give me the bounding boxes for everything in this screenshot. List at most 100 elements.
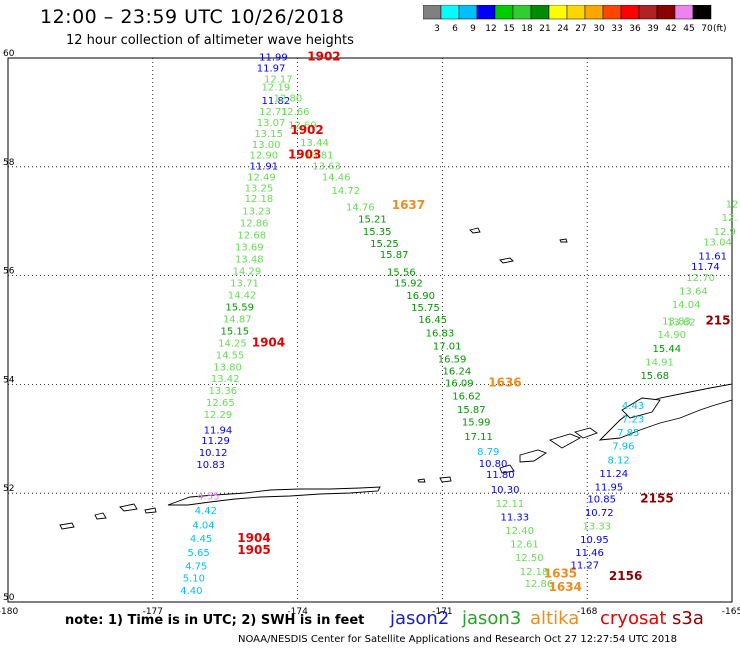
wave-height-label: 13.36 bbox=[208, 386, 237, 397]
wave-height-label: 13.04 bbox=[703, 238, 732, 249]
wave-height-label: 15.15 bbox=[221, 326, 250, 337]
wave-height-label: 12.61 bbox=[510, 540, 539, 551]
wave-height-label: 14.76 bbox=[346, 202, 375, 213]
colorbar-tick-label: 70 bbox=[701, 24, 713, 34]
wave-height-label: 4.04 bbox=[192, 521, 214, 532]
colorbar-tick-label: 36 bbox=[629, 24, 641, 34]
wave-height-label: 12.86 bbox=[240, 219, 269, 230]
wave-height-label: 13.62 bbox=[667, 318, 696, 329]
wave-height-label: 12.80 bbox=[274, 94, 303, 105]
wave-height-label: 12.86 bbox=[525, 579, 554, 590]
wave-height-label: 14.42 bbox=[228, 290, 257, 301]
pass-time-label: 2155 bbox=[640, 491, 673, 505]
wave-height-label: 13.33 bbox=[583, 522, 612, 533]
wave-height-label: 12.17 bbox=[264, 74, 293, 85]
wave-height-label: 8.12 bbox=[607, 455, 629, 466]
wave-height-label: 16.09 bbox=[445, 379, 474, 390]
wave-height-label: 11.29 bbox=[201, 436, 230, 447]
pass-time-label: 1905 bbox=[237, 543, 270, 557]
wave-height-label: 12.11 bbox=[496, 499, 525, 510]
map-title: 12:00 – 23:59 UTC 10/26/2018 bbox=[40, 6, 345, 28]
wave-height-label: 4.45 bbox=[190, 534, 212, 545]
wave-height-label: 10.80 bbox=[479, 459, 508, 470]
units-note: note: 1) Time is in UTC; 2) SWH is in fe… bbox=[65, 613, 365, 628]
wave-height-label: 14.46 bbox=[322, 172, 351, 183]
wave-height-label: 4.43 bbox=[622, 401, 644, 412]
wave-height-label: 13.83 bbox=[662, 317, 691, 328]
wave-height-label: 15.44 bbox=[653, 344, 682, 355]
colorbar-tick-label: 27 bbox=[575, 24, 586, 34]
wave-height-label: 15.56 bbox=[387, 268, 416, 279]
wave-height-label: 15.35 bbox=[363, 227, 392, 238]
wave-height-label: 13.42 bbox=[211, 374, 240, 385]
axis-tick-labels: -180 -177 -174 -171 -168 -165 60 58 56 54 52 50 bbox=[0, 49, 740, 617]
wave-height-label: 12 bbox=[726, 200, 739, 211]
wave-height-label: 11.97 bbox=[257, 64, 286, 75]
wave-height-label: 14.29 bbox=[233, 267, 262, 278]
wave-height-label: 11.24 bbox=[599, 469, 628, 480]
wave-height-label: 7.85 bbox=[617, 428, 639, 439]
colorbar-tick-label: 9 bbox=[470, 24, 476, 34]
wave-height-label: 14.55 bbox=[216, 350, 245, 361]
wave-height-label: 12.71 bbox=[259, 107, 288, 118]
wave-height-label: 13.07 bbox=[257, 118, 286, 129]
wave-height-label: 4.42 bbox=[195, 506, 217, 517]
wave-height-label: 17.11 bbox=[464, 432, 493, 443]
wave-height-label: 13.64 bbox=[679, 287, 708, 298]
wave-height-label: 15.92 bbox=[394, 278, 423, 289]
wave-height-label: 14.90 bbox=[657, 330, 686, 341]
lon-tick-label: -177 bbox=[143, 607, 163, 617]
pass-time-label: 1903 bbox=[288, 148, 321, 162]
wave-height-label: 12.9 bbox=[714, 227, 736, 238]
wave-height-label: 13.81 bbox=[305, 151, 334, 162]
pass-time-label: 2156 bbox=[609, 569, 642, 583]
wave-height-label: 15.87 bbox=[457, 405, 486, 416]
pass-time-label: 1637 bbox=[392, 198, 425, 212]
wave-height-label: 17.01 bbox=[433, 342, 462, 353]
wave-height-label: 15.75 bbox=[411, 303, 440, 314]
wave-height-label: 7.23 bbox=[622, 414, 644, 425]
wave-height-label: 11.74 bbox=[691, 262, 720, 273]
wave-height-label: 10.83 bbox=[196, 460, 225, 471]
wave-height-label: 13.69 bbox=[235, 243, 264, 254]
wave-height-label: 13.25 bbox=[245, 183, 274, 194]
wave-height-label: 12.69 bbox=[288, 121, 317, 132]
wave-height-label: 16.24 bbox=[443, 367, 472, 378]
wave-height-label: 13.63 bbox=[312, 162, 341, 173]
lat-lon-grid bbox=[7, 57, 733, 603]
colorbar-tick-label: 45 bbox=[683, 24, 694, 34]
wave-height-label: 12.66 bbox=[281, 107, 310, 118]
legend-jason3: jason3 bbox=[462, 608, 522, 629]
legend-cryosat: cryosat bbox=[600, 608, 667, 629]
wave-height-label: 5.65 bbox=[188, 548, 210, 559]
colorbar-tick-label: 30 bbox=[593, 24, 605, 34]
wave-height-label: 13.23 bbox=[242, 207, 271, 218]
colorbar-tick-label: 33 bbox=[611, 24, 622, 34]
aleutian-small-islands bbox=[59, 427, 598, 530]
wave-height-label: 13.15 bbox=[254, 129, 283, 140]
legend-altika: altika bbox=[530, 608, 580, 629]
lon-tick-label: -168 bbox=[577, 607, 598, 617]
wave-height-label: 14.72 bbox=[332, 186, 361, 197]
wave-height-label: 10.95 bbox=[580, 535, 609, 546]
wave-height-label: 14.87 bbox=[223, 314, 252, 325]
colorbar-tick-label: 39 bbox=[647, 24, 659, 34]
wave-height-label: 11.99 bbox=[259, 53, 288, 64]
colorbar-tick-label: 21 bbox=[539, 24, 550, 34]
wave-height-label: 15.99 bbox=[462, 418, 491, 429]
lon-tick-label: -165 bbox=[722, 607, 740, 617]
lat-tick-label: 54 bbox=[3, 375, 15, 385]
wave-height-label: 15.68 bbox=[640, 371, 669, 382]
wave-height-label: 5.10 bbox=[183, 573, 205, 584]
pass-time-label: 215 bbox=[705, 314, 730, 328]
legend-jason2: jason2 bbox=[390, 608, 450, 629]
wave-height-label: 8.79 bbox=[477, 447, 499, 458]
wave-height-label: 13.48 bbox=[235, 255, 264, 266]
wave-height-label: 14.04 bbox=[672, 300, 701, 311]
lat-tick-label: 56 bbox=[3, 267, 15, 277]
wave-height-label: 16.90 bbox=[406, 291, 435, 302]
wave-height-label: 12.49 bbox=[247, 172, 276, 183]
wave-height-label: 10.85 bbox=[587, 494, 616, 505]
pass-time-label: 1902 bbox=[290, 123, 323, 137]
